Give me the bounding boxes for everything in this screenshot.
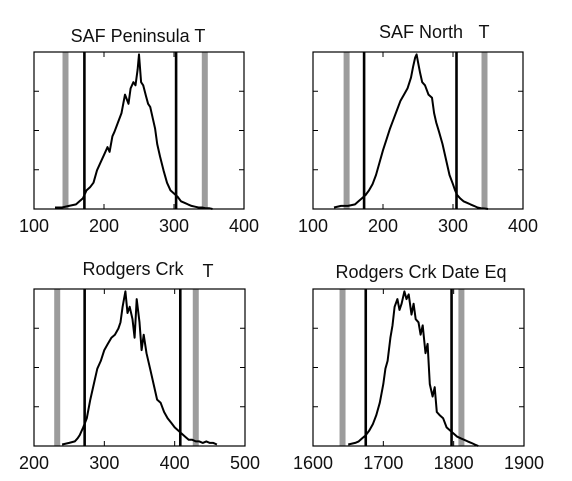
x-tick-label: 200 <box>19 453 49 473</box>
panel-1: SAF Peninsula T 100 200 300 400 <box>19 26 259 236</box>
title-suffix: T <box>203 261 214 281</box>
x-tick-label: 1700 <box>363 453 403 473</box>
x-tick-label: 1600 <box>293 453 333 473</box>
panel-2: SAF North T 100 200 300 400 <box>298 22 538 236</box>
chart-title: Rodgers Crk Date Eq <box>335 262 506 282</box>
title-suffix: T <box>479 22 490 42</box>
x-tick-label: 200 <box>89 216 119 236</box>
series-line-1 <box>61 290 218 446</box>
x-tick-label: 400 <box>229 216 259 236</box>
series-line-1 <box>347 290 479 447</box>
chart-title: SAF North <box>379 22 463 42</box>
panel-4: Rodgers Crk Date Eq 1600 1700 1800 1900 <box>293 262 544 473</box>
chart-title: Rodgers Crk <box>82 259 184 279</box>
chart-title: SAF Peninsula T <box>71 26 206 46</box>
series-line-1 <box>333 53 489 210</box>
x-tick-label: 1800 <box>434 453 474 473</box>
x-tick-label: 300 <box>438 216 468 236</box>
x-tick-label: 500 <box>230 453 260 473</box>
panel-3: Rodgers Crk T 200 300 400 500 <box>19 259 260 473</box>
series-line-1 <box>55 53 213 210</box>
x-tick-label: 100 <box>19 216 49 236</box>
x-tick-label: 300 <box>89 453 119 473</box>
x-tick-label: 1900 <box>504 453 544 473</box>
axes-frame <box>33 288 246 447</box>
x-tick-label: 100 <box>298 216 328 236</box>
x-tick-label: 300 <box>159 216 189 236</box>
x-tick-label: 400 <box>160 453 190 473</box>
x-tick-label: 400 <box>508 216 538 236</box>
x-tick-label: 200 <box>368 216 398 236</box>
